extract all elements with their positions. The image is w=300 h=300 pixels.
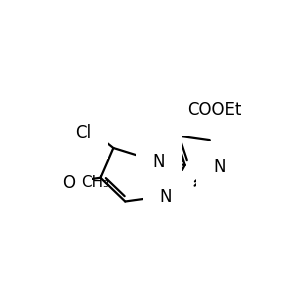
Text: N: N (213, 158, 226, 176)
Text: CH₃: CH₃ (81, 175, 109, 190)
Text: Cl: Cl (76, 124, 92, 142)
Text: O: O (62, 174, 75, 192)
Text: COOEt: COOEt (187, 101, 242, 119)
Text: N: N (160, 188, 172, 206)
Text: N: N (153, 153, 165, 171)
